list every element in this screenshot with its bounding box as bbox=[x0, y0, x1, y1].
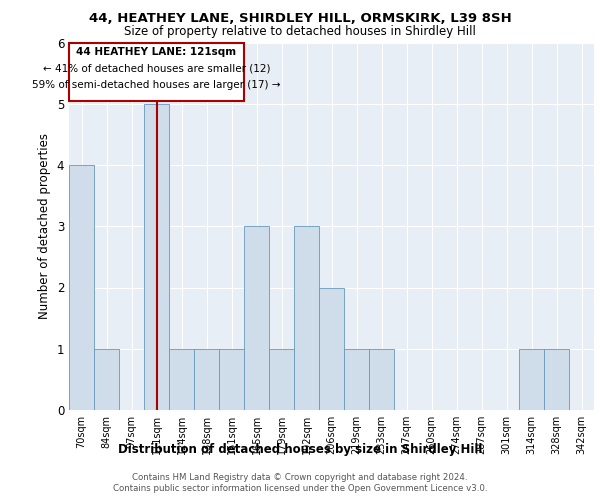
Text: Contains HM Land Registry data © Crown copyright and database right 2024.: Contains HM Land Registry data © Crown c… bbox=[132, 472, 468, 482]
Text: 59% of semi-detached houses are larger (17) →: 59% of semi-detached houses are larger (… bbox=[32, 80, 281, 90]
Bar bbox=[169, 349, 194, 410]
Text: 44 HEATHEY LANE: 121sqm: 44 HEATHEY LANE: 121sqm bbox=[76, 48, 236, 58]
Bar bbox=[369, 349, 394, 410]
Bar bbox=[94, 349, 119, 410]
Text: Size of property relative to detached houses in Shirdley Hill: Size of property relative to detached ho… bbox=[124, 25, 476, 38]
Bar bbox=[144, 104, 169, 410]
Text: ← 41% of detached houses are smaller (12): ← 41% of detached houses are smaller (12… bbox=[43, 64, 270, 74]
Bar bbox=[244, 226, 269, 410]
Bar bbox=[344, 349, 369, 410]
Bar bbox=[269, 349, 294, 410]
Bar bbox=[69, 165, 94, 410]
Text: 44, HEATHEY LANE, SHIRDLEY HILL, ORMSKIRK, L39 8SH: 44, HEATHEY LANE, SHIRDLEY HILL, ORMSKIR… bbox=[89, 12, 511, 26]
Bar bbox=[319, 288, 344, 410]
Bar bbox=[519, 349, 544, 410]
Bar bbox=[544, 349, 569, 410]
Text: Contains public sector information licensed under the Open Government Licence v3: Contains public sector information licen… bbox=[113, 484, 487, 493]
Bar bbox=[294, 226, 319, 410]
Text: Distribution of detached houses by size in Shirdley Hill: Distribution of detached houses by size … bbox=[118, 442, 482, 456]
Bar bbox=[219, 349, 244, 410]
Bar bbox=[194, 349, 219, 410]
Y-axis label: Number of detached properties: Number of detached properties bbox=[38, 133, 51, 320]
FancyBboxPatch shape bbox=[69, 42, 244, 100]
